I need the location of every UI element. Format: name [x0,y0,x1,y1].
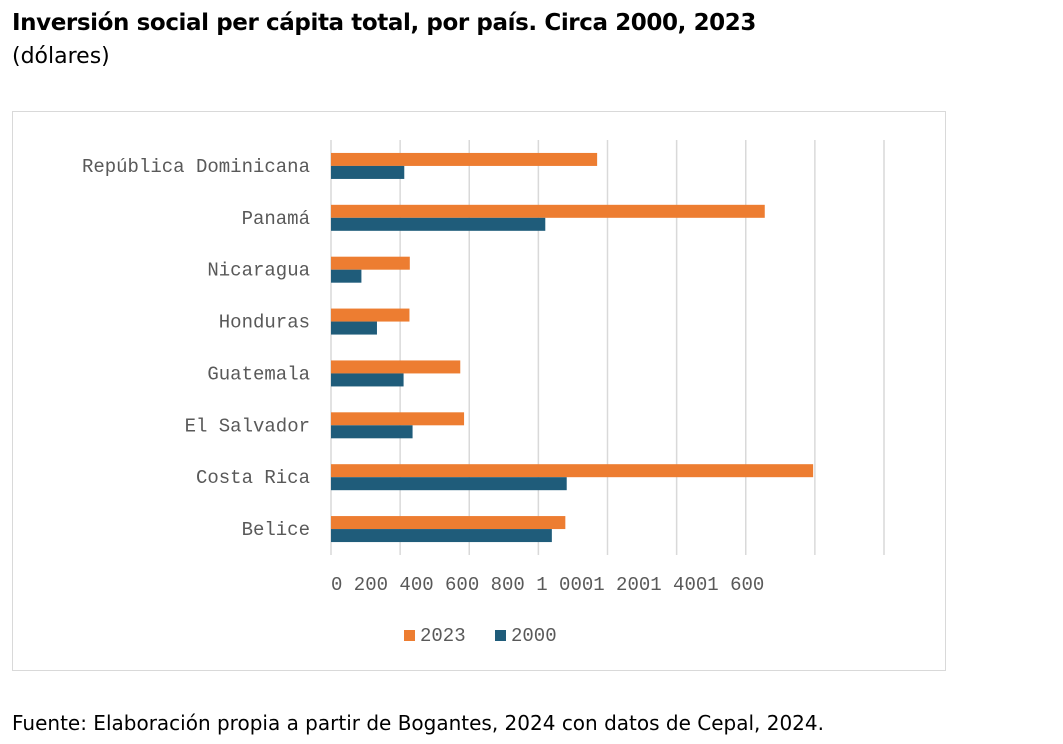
category-label: El Salvador [185,415,310,437]
bar-2023 [331,256,410,270]
bar-2023 [331,516,566,530]
category-label: República Dominicana [82,156,310,178]
bar-2023 [331,464,814,478]
category-label: Nicaragua [207,260,310,282]
bar-2000 [331,529,552,543]
category-label: Belice [242,519,310,541]
bar-2023 [331,308,410,322]
bar-2023 [331,412,465,426]
chart-title: Inversión social per cápita total, por p… [12,10,756,36]
legend: 2023 2000 [404,625,557,647]
bar-2023 [331,204,765,218]
bar-2023 [331,152,598,166]
category-labels: República Dominicana Panamá Nicaragua Hondu… [82,156,310,541]
legend-swatch-2000 [495,630,506,641]
bar-2000 [331,373,404,387]
chart-frame: República Dominicana Panamá Nicaragua Hondu… [12,111,946,671]
bar-2000 [331,425,413,439]
bar-2000 [331,217,546,231]
legend-label-2023: 2023 [420,625,466,647]
bar-2000 [331,269,362,283]
x-axis-tick-labels: 0 200 400 600 800 1 0001 2001 4001 600 [331,574,764,596]
category-label: Honduras [219,312,310,334]
bar-2000 [331,477,567,491]
bar-chart: República Dominicana Panamá Nicaragua Hondu… [82,140,885,647]
bar-2000 [331,321,377,335]
category-label: Panamá [242,208,310,230]
chart-subtitle: (dólares) [12,44,110,69]
bars [331,152,814,543]
bar-2023 [331,360,461,374]
category-label: Costa Rica [196,467,310,489]
source-note: Fuente: Elaboración propia a partir de B… [12,711,824,735]
bar-2000 [331,165,405,179]
legend-swatch-2023 [404,630,415,641]
legend-label-2000: 2000 [511,625,557,647]
category-label: Guatemala [207,363,310,385]
gridlines [330,140,885,555]
